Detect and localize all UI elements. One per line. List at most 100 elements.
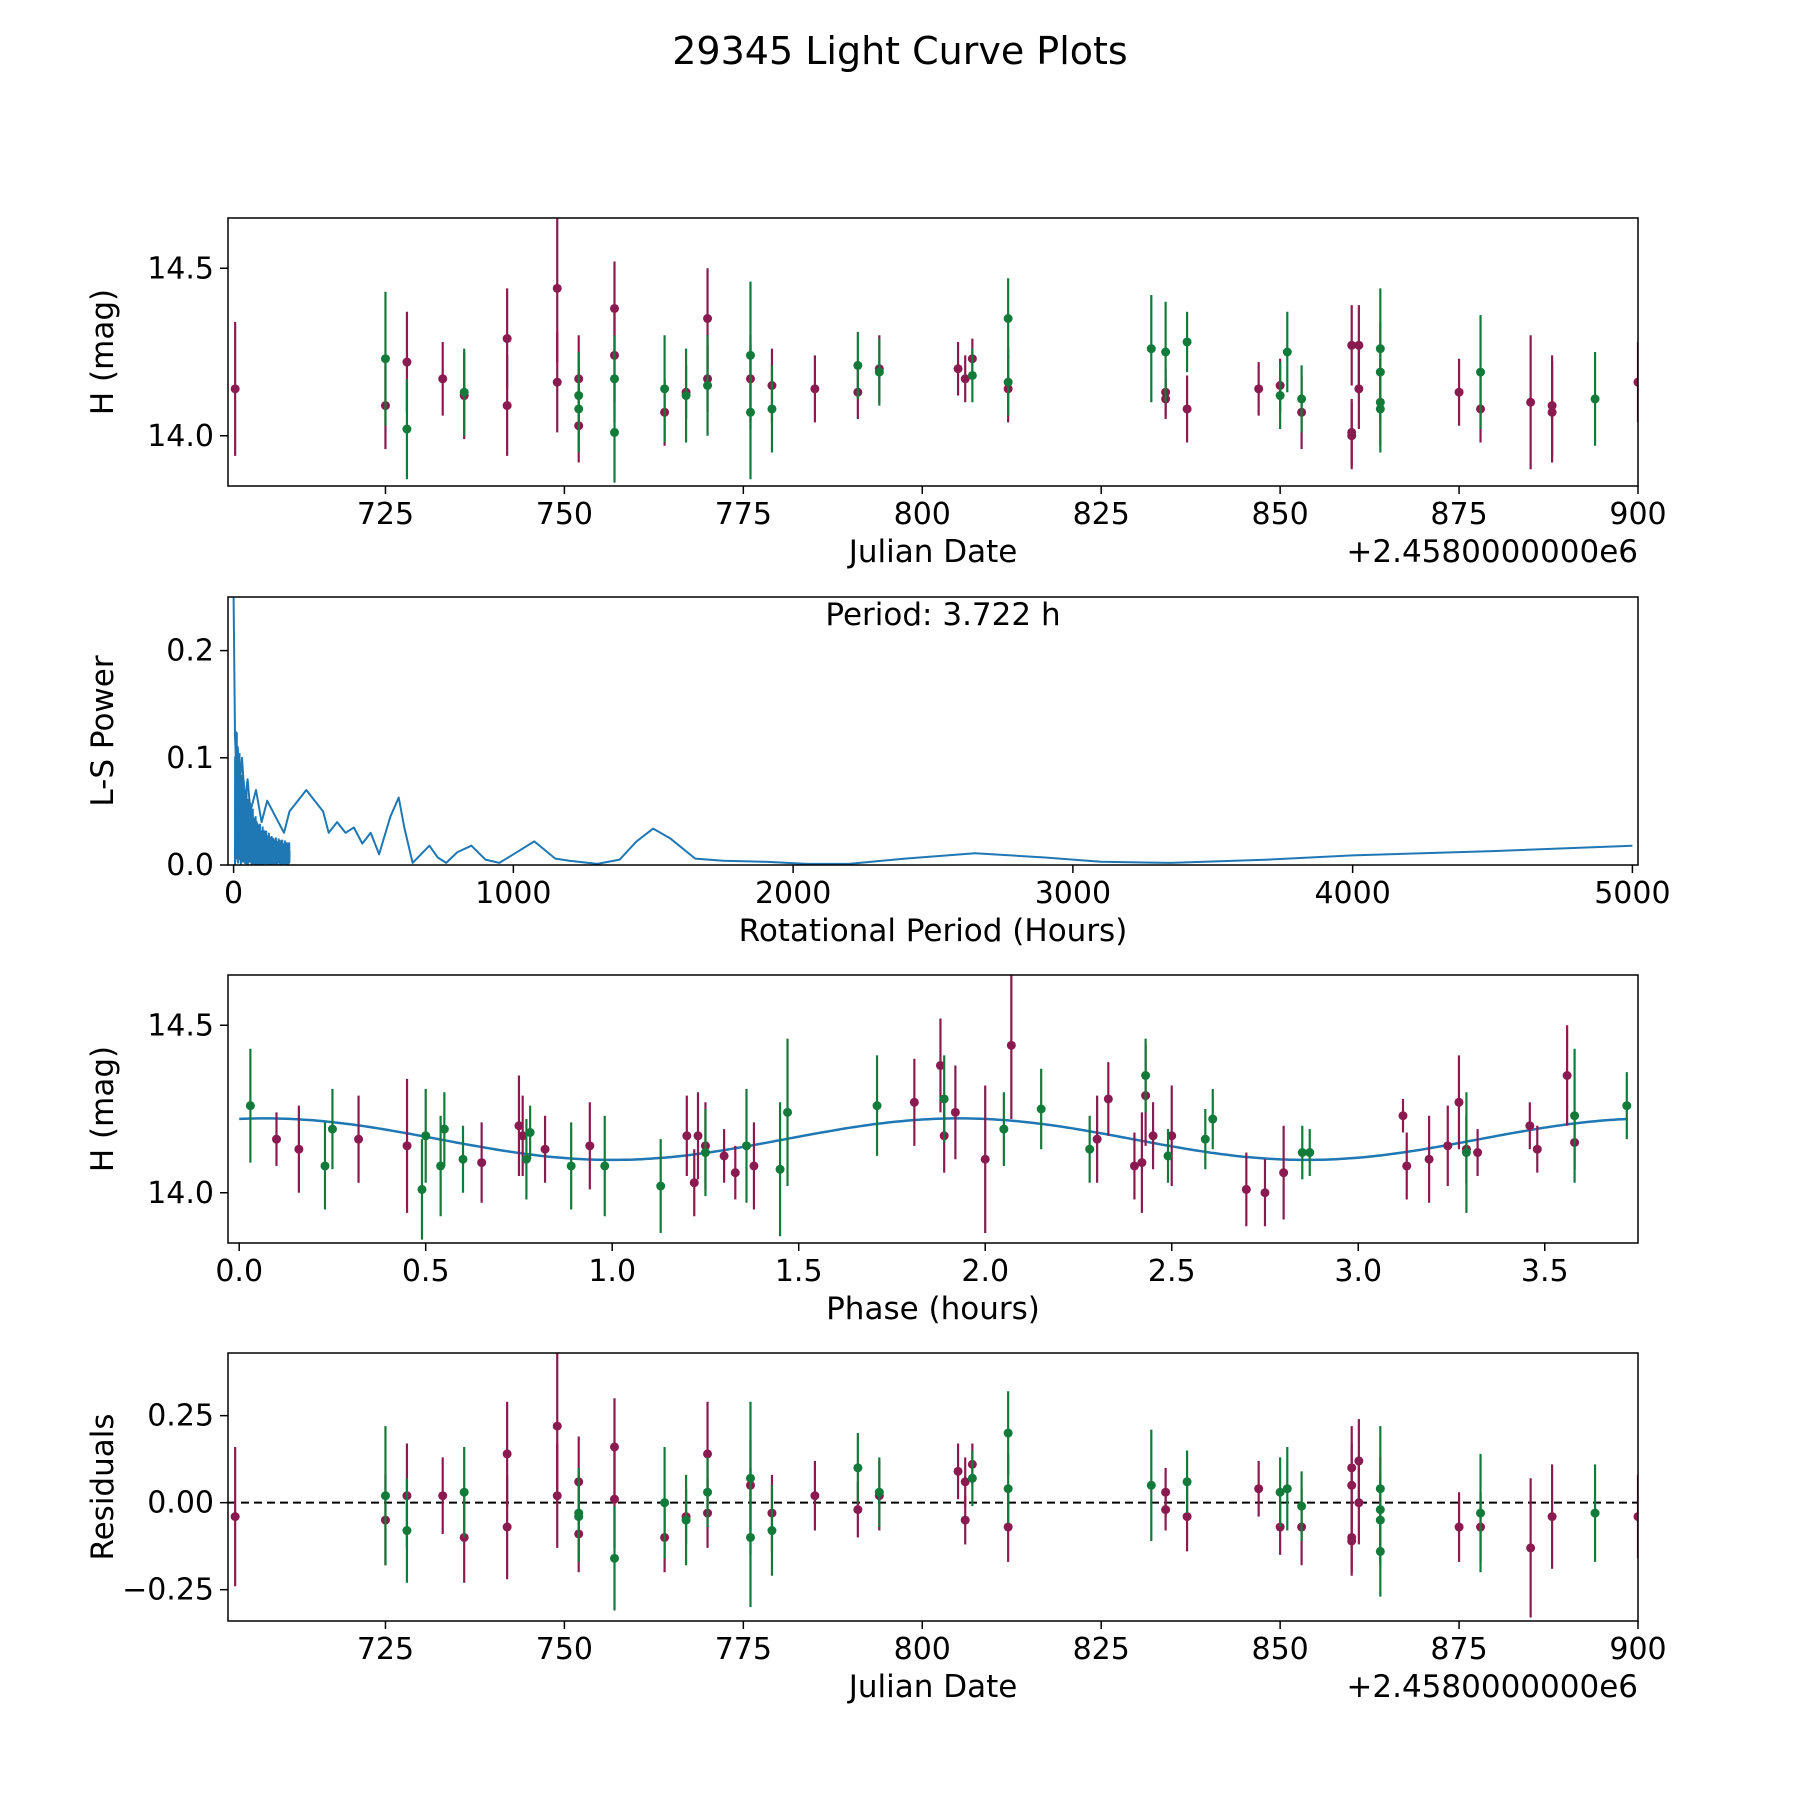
data-point-purple: [1103, 1094, 1113, 1104]
x-tick-label: 1.0: [588, 1254, 636, 1289]
data-point-purple: [1254, 384, 1264, 394]
data-point-purple: [1547, 401, 1557, 411]
x-tick-label: 900: [1609, 497, 1666, 532]
data-point-green: [458, 1154, 468, 1164]
data-point-green: [1200, 1134, 1210, 1144]
x-tick-label: 5000: [1594, 876, 1670, 911]
data-point-green: [656, 1181, 666, 1191]
data-point-purple: [719, 1151, 729, 1161]
data-point-purple: [1347, 1536, 1357, 1546]
x-tick-label: 725: [357, 1632, 414, 1667]
x-tick-label: 875: [1430, 497, 1487, 532]
data-point-green: [681, 1515, 691, 1525]
data-point-green: [939, 1094, 949, 1104]
data-point-purple: [1398, 1111, 1408, 1121]
data-point-purple: [477, 1158, 487, 1168]
data-point-green: [402, 424, 412, 434]
x-tick-label: 2000: [755, 876, 831, 911]
data-point-purple: [438, 1491, 448, 1501]
data-point-purple: [1260, 1188, 1270, 1198]
data-point-purple: [354, 1134, 364, 1144]
data-point-green: [874, 1487, 884, 1497]
data-point-purple: [514, 1121, 524, 1131]
data-point-purple: [1241, 1184, 1251, 1194]
data-point-purple: [703, 314, 713, 323]
panel-light-curve: 725 750 775 800 825 850 875 900 14.0 14.5 Julian D…: [85, 217, 1667, 570]
data-point-purple: [1526, 397, 1536, 407]
data-point-green: [402, 1526, 412, 1536]
data-point-purple: [1347, 340, 1357, 350]
data-point-green: [459, 1487, 469, 1497]
data-point-green: [436, 1161, 446, 1171]
data-point-purple: [502, 401, 512, 411]
data-point-green: [417, 1184, 427, 1194]
x-tick-label: 825: [1073, 1632, 1130, 1667]
data-point-purple: [609, 1494, 619, 1504]
x-tick-label: 850: [1251, 497, 1308, 532]
data-point-purple: [980, 1154, 990, 1164]
y-tick-label: 0.1: [166, 741, 214, 776]
data-point-purple: [1526, 1543, 1536, 1553]
data-point-purple: [1137, 1158, 1147, 1168]
x-axis-label: Phase (hours): [826, 1291, 1040, 1327]
data-point-green: [767, 404, 777, 414]
data-point-purple: [960, 1515, 970, 1525]
data-point-green: [741, 1141, 751, 1151]
data-point-purple: [810, 1491, 820, 1501]
data-point-green: [999, 1124, 1009, 1134]
data-point-purple: [1633, 1512, 1638, 1522]
data-point-green: [703, 1487, 713, 1497]
axes-frame: [227, 217, 1639, 487]
plot-area-light-curve: [230, 218, 1638, 483]
x-tick-label: 2.0: [961, 1254, 1009, 1289]
data-point-purple: [230, 384, 240, 394]
data-point-green: [459, 387, 469, 397]
data-point-purple: [552, 283, 562, 293]
data-point-green: [1297, 1148, 1307, 1158]
period-annotation: Period: 3.722 h: [825, 597, 1060, 633]
data-point-purple: [1424, 1154, 1434, 1164]
data-point-green: [1476, 1508, 1486, 1518]
x-tick-label: 0.0: [215, 1254, 263, 1289]
x-axis-offset-label: +2.4580000000e6: [1346, 1669, 1638, 1705]
data-point-green: [681, 391, 691, 401]
data-point-purple: [1182, 1512, 1192, 1522]
data-point-purple: [230, 1512, 240, 1522]
data-point-purple: [1092, 1134, 1102, 1144]
x-tick-label: 3.0: [1334, 1254, 1382, 1289]
data-point-purple: [689, 1178, 699, 1188]
data-point-green: [380, 354, 390, 364]
data-point-green: [421, 1131, 431, 1141]
data-point-green: [660, 384, 670, 394]
data-point-purple: [1167, 1131, 1177, 1141]
data-point-purple: [1454, 1522, 1464, 1532]
figure-title: 29345 Light Curve Plots: [672, 29, 1127, 73]
data-point-purple: [703, 1449, 713, 1459]
data-point-purple: [1354, 340, 1364, 350]
data-point-green: [525, 1127, 535, 1137]
data-point-green: [574, 391, 584, 401]
x-tick-label: 725: [357, 497, 414, 532]
data-point-purple: [1525, 1121, 1535, 1131]
x-tick-label: 0.5: [402, 1254, 450, 1289]
x-tick-label: 3.5: [1521, 1254, 1569, 1289]
data-point-purple: [1402, 1161, 1412, 1171]
data-point-purple: [1354, 1498, 1364, 1508]
x-tick-label: 875: [1430, 1632, 1487, 1667]
data-point-purple: [552, 377, 562, 387]
x-tick-label: 3000: [1035, 876, 1111, 911]
panel-residuals: 725 750 775 800 825 850 875 900 0.25 0.00 −0.25 Jul…: [85, 1352, 1667, 1705]
x-axis-label: Julian Date: [847, 534, 1018, 570]
panel-phased: 0.0 0.5 1.0 1.5 2.0 2.5 3.0 3.5 14.0 14.5 Phase (h…: [85, 974, 1639, 1327]
x-tick-label: 800: [894, 497, 951, 532]
data-point-purple: [693, 1131, 703, 1141]
data-point-purple: [953, 364, 963, 374]
x-tick-label: 750: [536, 497, 593, 532]
x-axis-label: Julian Date: [847, 1669, 1018, 1705]
y-axis-label: L-S Power: [85, 655, 121, 806]
data-point-purple: [1161, 1505, 1171, 1515]
x-tick-label: 0: [224, 876, 243, 911]
data-point-green: [1085, 1144, 1095, 1154]
y-tick-label: 0.0: [166, 848, 214, 883]
x-tick-label: 850: [1251, 1632, 1308, 1667]
